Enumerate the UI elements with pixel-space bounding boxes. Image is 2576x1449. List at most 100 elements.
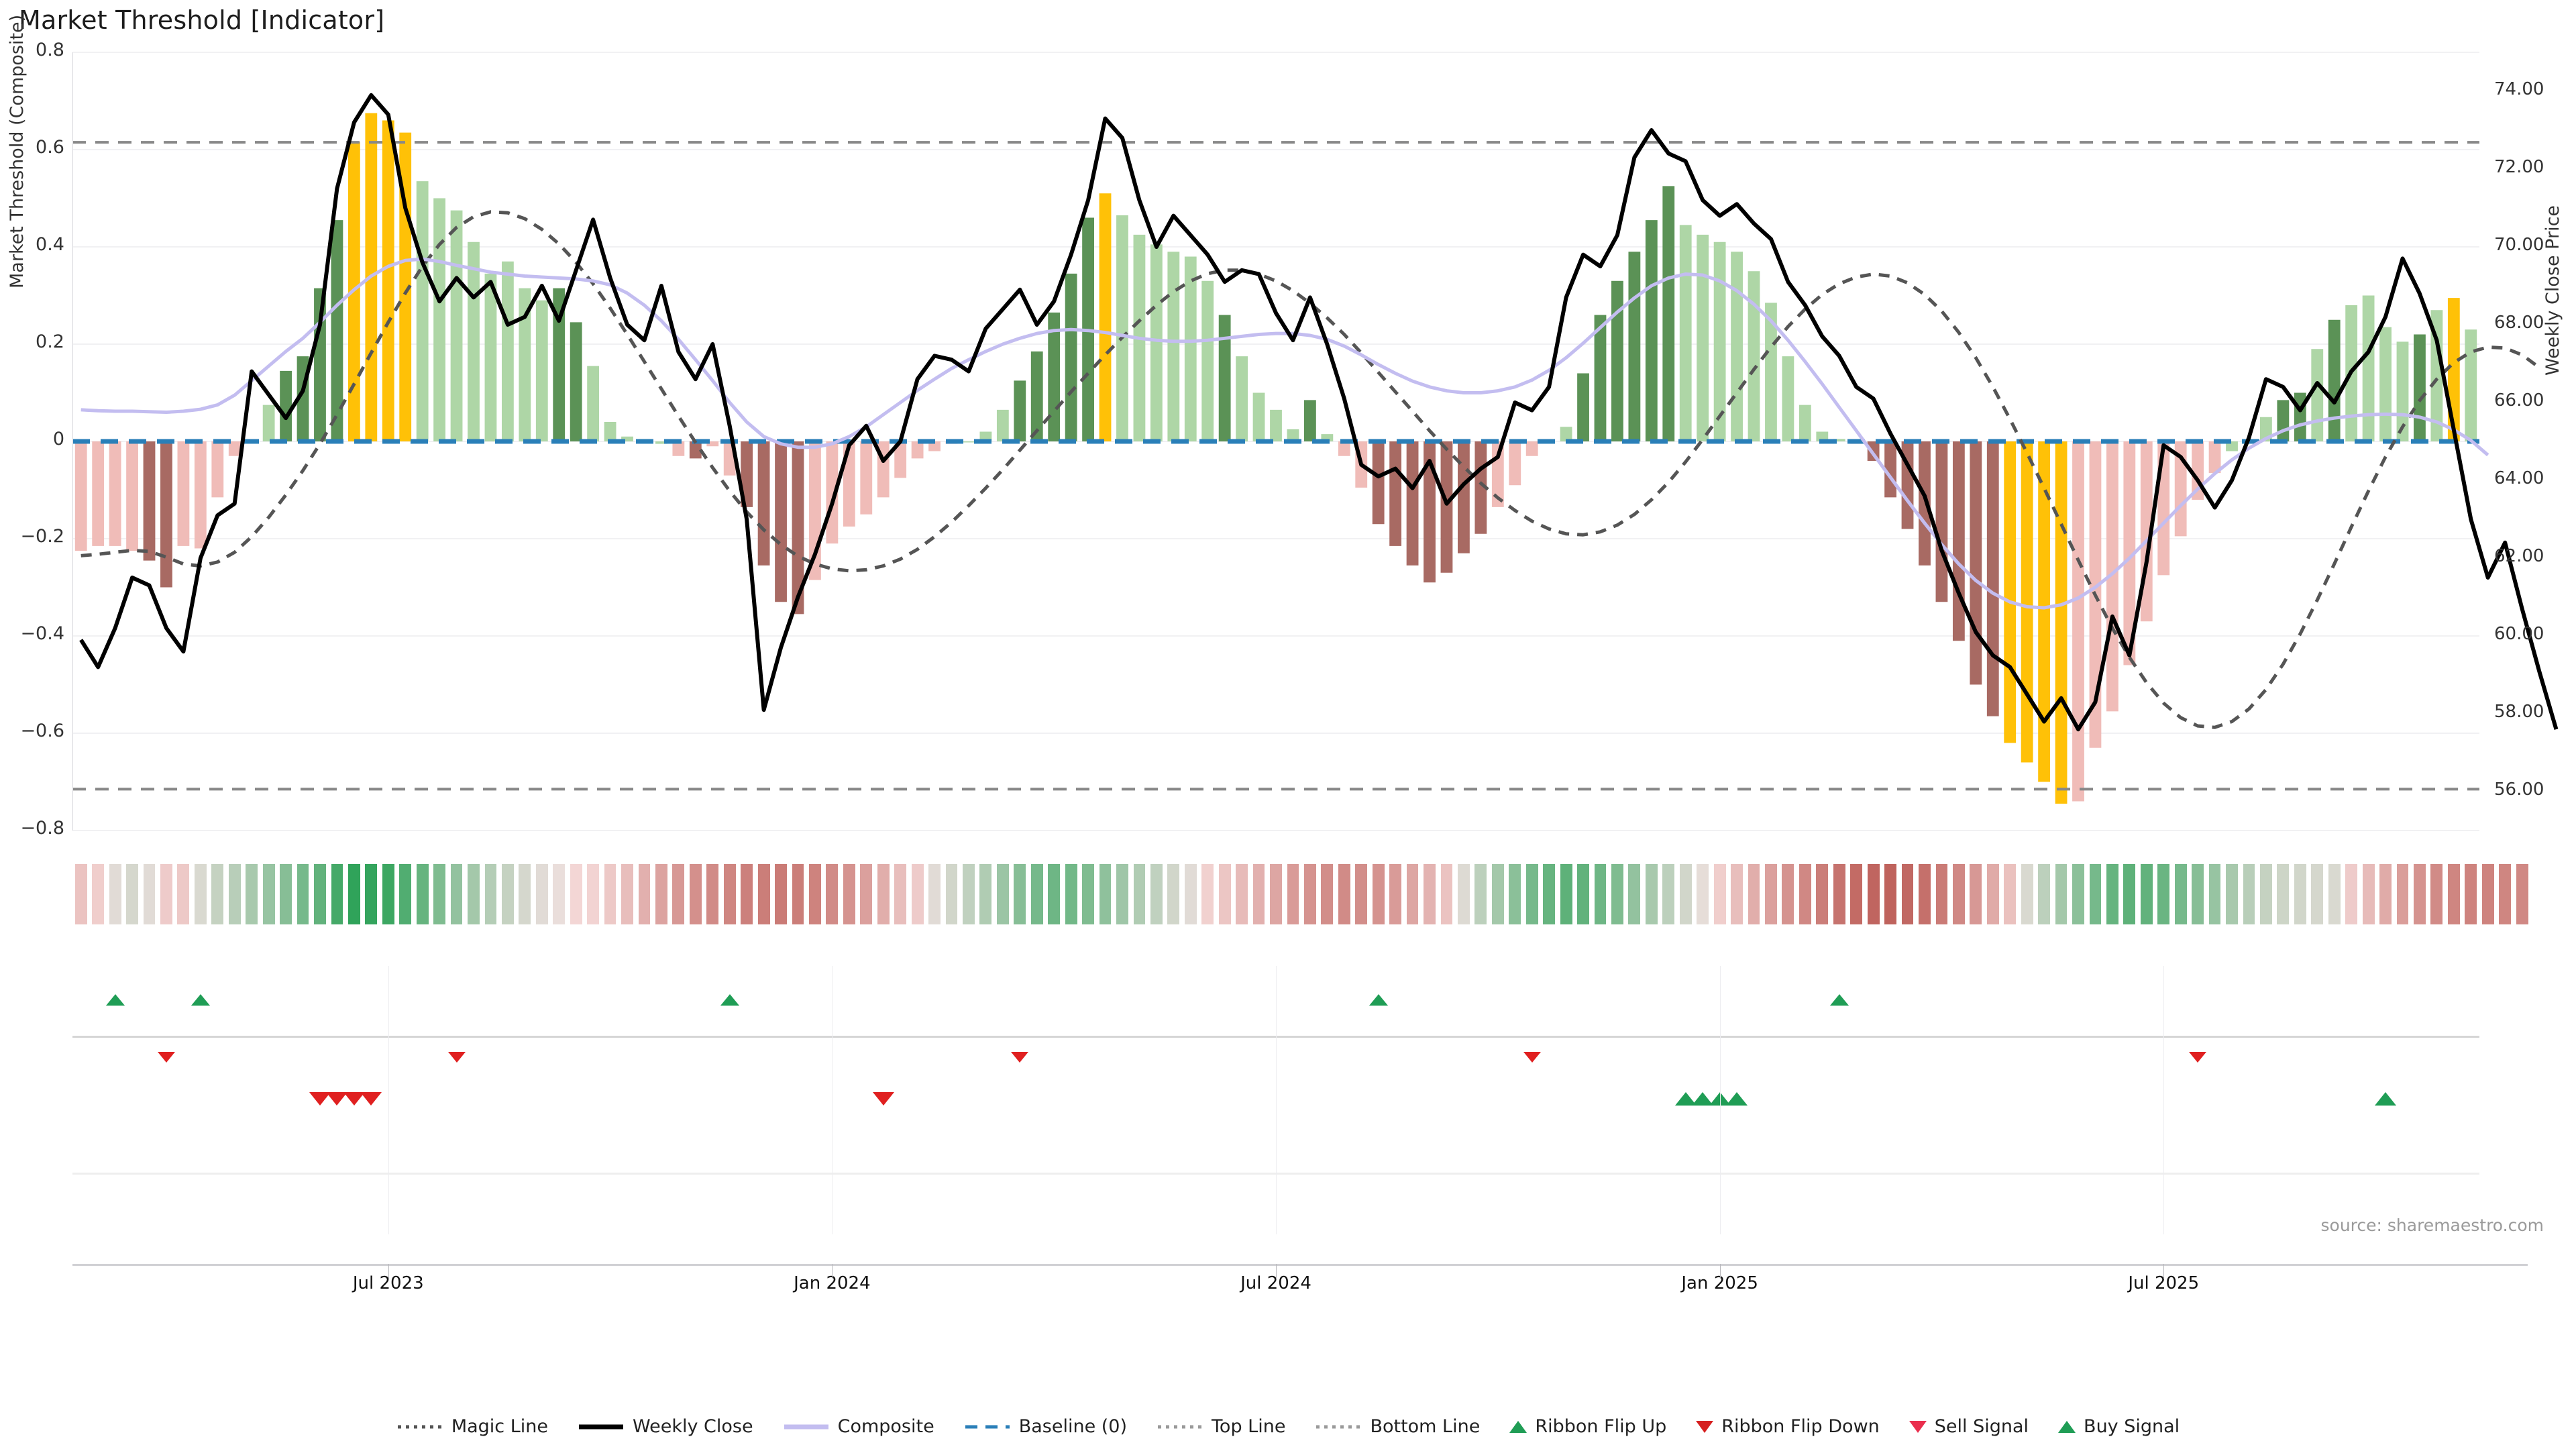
ribbon-cell (945, 864, 958, 924)
indicator-bar (570, 322, 582, 441)
y-tick-left: 0.6 (36, 137, 64, 158)
indicator-bar (706, 441, 719, 447)
ribbon-cell (2328, 864, 2341, 924)
indicator-bar (535, 300, 548, 441)
legend-item-composite[interactable]: Composite (783, 1415, 934, 1437)
ribbon-flip-down-marker (1011, 1052, 1029, 1063)
y-tick-right: 64.00 (2494, 468, 2544, 488)
ribbon-cell (2516, 864, 2528, 924)
indicator-bar (1372, 441, 1385, 525)
indicator-bar (655, 441, 667, 444)
legend-item-top-line[interactable]: Top Line (1157, 1415, 1285, 1437)
legend-item-ribbon-flip-up[interactable]: Ribbon Flip Up (1509, 1415, 1666, 1437)
ribbon-cell (2379, 864, 2392, 924)
ribbon-cell (2226, 864, 2238, 924)
ribbon-cell (2396, 864, 2409, 924)
ribbon-cell (1252, 864, 1265, 924)
ribbon-cell (143, 864, 156, 924)
indicator-bar (1252, 392, 1265, 441)
legend-item-ribbon-flip-down[interactable]: Ribbon Flip Down (1696, 1415, 1880, 1437)
indicator-bar (1014, 380, 1026, 441)
indicator-bar (194, 441, 207, 549)
ribbon-cell (228, 864, 241, 924)
y-tick-right: 72.00 (2494, 157, 2544, 177)
indicator-bar (1116, 215, 1128, 441)
x-tick-mark (1276, 1264, 1277, 1279)
indicator-bar (587, 366, 600, 441)
legend-item-magic-line[interactable]: Magic Line (396, 1415, 548, 1437)
ribbon-cell (2345, 864, 2358, 924)
indicator-bar (2277, 400, 2290, 441)
indicator-bar (177, 441, 190, 546)
indicator-bar (519, 288, 531, 441)
ribbon-cell (2447, 864, 2460, 924)
ribbon-cell (1970, 864, 1982, 924)
ribbon-cell (1458, 864, 1470, 924)
chart-legend: Magic Line Weekly Close Composite Baseline … (0, 1415, 2576, 1437)
y-tick-left: −0.4 (20, 623, 64, 644)
indicator-bar (1697, 234, 1709, 441)
ribbon-cell (2004, 864, 2017, 924)
indicator-bar (2226, 441, 2238, 451)
ribbon-cell (570, 864, 582, 924)
x-tick-mark (2163, 1264, 2165, 1279)
y-tick-left: 0 (52, 429, 64, 449)
ribbon-cell (160, 864, 172, 924)
x-gridline (388, 966, 389, 1234)
indicator-bar (382, 120, 394, 441)
ribbon-cell (1082, 864, 1094, 924)
ribbon-cell (433, 864, 445, 924)
ribbon-cell (689, 864, 702, 924)
legend-item-weekly-close[interactable]: Weekly Close (578, 1415, 753, 1437)
legend-item-label: Weekly Close (633, 1416, 753, 1437)
ribbon-cell (2414, 864, 2426, 924)
ribbon-cell (468, 864, 480, 924)
indicator-bar (928, 441, 941, 451)
legend-item-buy-signal[interactable]: Buy Signal (2058, 1415, 2180, 1437)
ribbon-cell (1679, 864, 1692, 924)
indicator-bar (1935, 441, 1948, 602)
ribbon-cell (1525, 864, 1538, 924)
indicator-bar (1218, 315, 1231, 441)
ribbon-cell (655, 864, 667, 924)
ribbon-cell (1321, 864, 1334, 924)
indicator-bar (109, 441, 121, 546)
y-axis-right-label: Weekly Close Price (2542, 205, 2563, 376)
indicator-bar (2379, 327, 2392, 441)
ribbon-flip-up-marker (105, 994, 125, 1006)
ribbon-cell (1116, 864, 1128, 924)
indicator-bar (2430, 310, 2443, 441)
ribbon-cell (1201, 864, 1214, 924)
weekly-close-line (79, 93, 2559, 732)
ribbon-cell (1816, 864, 1829, 924)
legend-item-bottom-line[interactable]: Bottom Line (1315, 1415, 1480, 1437)
legend-item-sell-signal[interactable]: Sell Signal (1909, 1415, 2029, 1437)
ribbon-cell (1543, 864, 1556, 924)
ribbon-cell (109, 864, 121, 924)
indicator-bar (1321, 434, 1334, 441)
legend-item-label: Sell Signal (1934, 1416, 2029, 1437)
ribbon-cell (92, 864, 105, 924)
indicator-bar (2106, 441, 2118, 712)
indicator-bar (1679, 225, 1692, 441)
y-tick-right: 74.00 (2494, 79, 2544, 99)
ribbon-flip-down-marker (157, 1052, 175, 1063)
indicator-bar (160, 441, 172, 588)
ribbon-cell (2106, 864, 2118, 924)
indicator-bar (1406, 441, 1419, 566)
indicator-bar (484, 273, 497, 441)
legend-item-baseline-0[interactable]: Baseline (0) (964, 1415, 1127, 1437)
buy-signal-marker (1674, 1092, 1697, 1106)
ribbon-cell (1355, 864, 1368, 924)
ribbon-cell (996, 864, 1009, 924)
y-tick-left: −0.8 (20, 818, 64, 839)
ribbon-cell (621, 864, 633, 924)
indicator-bar (331, 220, 343, 441)
ribbon-cell (450, 864, 463, 924)
x-gridline (1719, 966, 1721, 1234)
indicator-bar (860, 441, 873, 515)
ribbon-cell (1440, 864, 1453, 924)
ribbon-cell (2072, 864, 2084, 924)
indicator-bar (1167, 252, 1180, 441)
triangle-down-icon (1909, 1420, 1927, 1433)
